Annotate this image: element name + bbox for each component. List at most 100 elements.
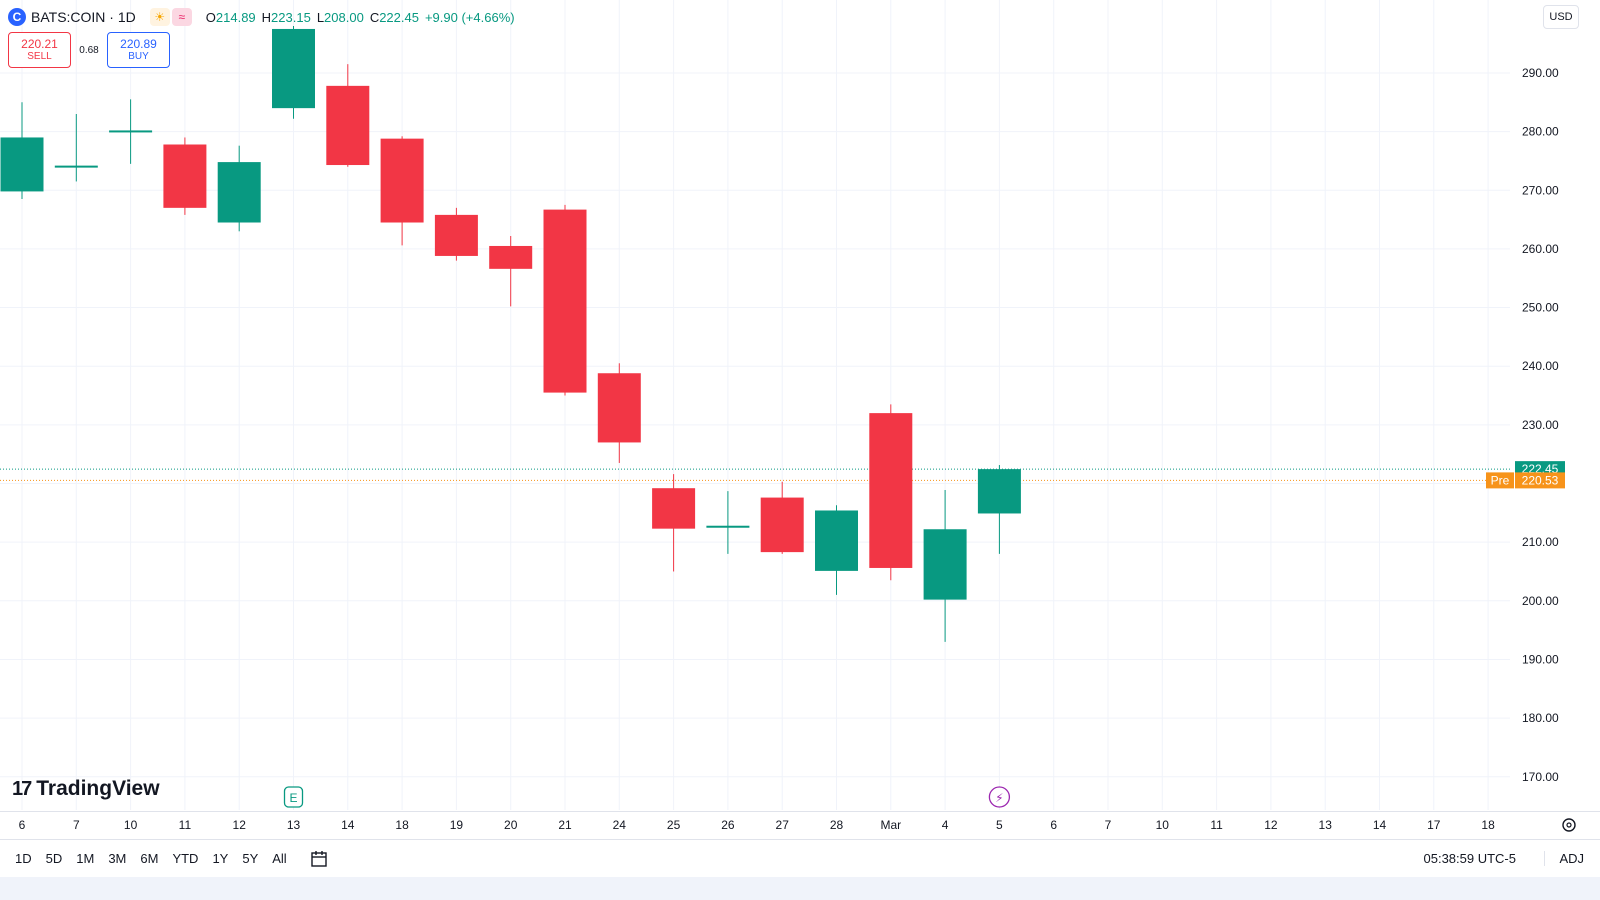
y-tick-label: 200.00 [1522, 594, 1559, 608]
range-5d[interactable]: 5D [45, 851, 63, 866]
candlestick-chart[interactable]: 170.00180.00190.00200.00210.00220.00230.… [0, 0, 1600, 840]
x-tick-label: 17 [1427, 818, 1441, 832]
premarket-price-label: 220.53 [1522, 473, 1559, 487]
candle[interactable] [706, 491, 750, 554]
x-tick-label: 18 [395, 818, 409, 832]
candle[interactable] [543, 204, 587, 396]
earnings-marker-icon[interactable]: E [283, 786, 304, 808]
trade-panel: 220.21 SELL 0.68 220.89 BUY [8, 32, 170, 68]
adj-toggle[interactable]: ADJ [1544, 851, 1584, 866]
y-tick-label: 250.00 [1522, 301, 1559, 315]
candle-body [706, 525, 750, 528]
candle[interactable] [923, 489, 967, 642]
earnings-label: E [289, 791, 297, 805]
range-5y[interactable]: 5Y [242, 851, 259, 866]
settings-gear-icon[interactable] [1562, 818, 1576, 832]
candle[interactable] [0, 102, 44, 200]
x-tick-label: 10 [124, 818, 138, 832]
x-tick-label: 13 [287, 818, 301, 832]
tradingview-logo[interactable]: 17 TradingView [12, 777, 160, 801]
range-3m[interactable]: 3M [108, 851, 127, 866]
candle-body [815, 510, 858, 571]
x-tick-label: 18 [1481, 818, 1495, 832]
y-tick-label: 180.00 [1522, 711, 1559, 725]
candle[interactable] [163, 137, 207, 215]
range-1d[interactable]: 1D [15, 851, 32, 866]
y-tick-label: 290.00 [1522, 66, 1559, 80]
candle[interactable] [815, 505, 858, 595]
y-tick-label: 170.00 [1522, 770, 1559, 784]
candle[interactable] [977, 465, 1021, 554]
buy-button[interactable]: 220.89 BUY [107, 32, 170, 68]
candle[interactable] [597, 363, 641, 463]
candle-body [543, 209, 587, 393]
candle[interactable] [489, 235, 533, 307]
range-all[interactable]: All [272, 851, 287, 866]
x-tick-label: 7 [73, 818, 80, 832]
y-tick-label: 240.00 [1522, 359, 1559, 373]
y-axis: 170.00180.00190.00200.00210.00220.00230.… [1486, 66, 1565, 784]
symbol-legend: C BATS:COIN · 1D ☀ ≈ O214.89 H223.15 L20… [8, 6, 521, 28]
x-tick-label: 26 [721, 818, 735, 832]
clock-timezone[interactable]: 05:38:59 UTC-5 [1423, 851, 1517, 866]
x-tick-label: 20 [504, 818, 518, 832]
symbol-title[interactable]: BATS:COIN · 1D [31, 9, 136, 25]
candle[interactable] [760, 481, 804, 554]
x-tick-label: 14 [341, 818, 355, 832]
ohlc-low: L208.00 [316, 9, 364, 25]
candle-body [54, 165, 98, 168]
y-tick-label: 190.00 [1522, 652, 1559, 666]
tv-logo-mark: 17 [12, 777, 32, 800]
x-tick-label: 6 [1050, 818, 1057, 832]
ohlc-high: H223.15 [261, 9, 311, 25]
sell-price: 220.21 [21, 37, 58, 51]
x-tick-label: 11 [179, 818, 192, 832]
dividend-marker-icon[interactable]: ⚡ [988, 786, 1011, 808]
coinbase-icon[interactable]: C [8, 8, 26, 26]
candle-body [869, 413, 913, 568]
premarket-label: Pre [1491, 473, 1510, 487]
candle[interactable] [380, 136, 424, 246]
buy-label: BUY [128, 51, 149, 62]
sell-button[interactable]: 220.21 SELL [8, 32, 71, 68]
candle-body [652, 488, 696, 529]
calendar-range-icon[interactable] [308, 849, 330, 869]
bottom-toolbar: 1D 5D 1M 3M 6M YTD 1Y 5Y All 05:38:59 UT… [0, 839, 1600, 877]
candle-body [0, 137, 44, 192]
candle[interactable] [652, 474, 696, 572]
gear-ring [1562, 818, 1576, 832]
premarket-badge [1486, 472, 1514, 489]
candle[interactable] [217, 145, 261, 232]
x-tick-label: 25 [667, 818, 681, 832]
event-markers: E ⚡ [283, 786, 1011, 808]
wave-icon[interactable]: ≈ [171, 8, 192, 26]
sun-icon[interactable]: ☀ [149, 8, 170, 26]
x-tick-label: 5 [996, 818, 1003, 832]
sell-label: SELL [27, 51, 52, 62]
candle-body [272, 28, 315, 109]
range-1y[interactable]: 1Y [212, 851, 229, 866]
range-ytd[interactable]: YTD [172, 851, 199, 866]
candle-body [217, 162, 261, 223]
x-tick-label: 6 [19, 818, 26, 832]
currency-selector[interactable]: USD [1543, 5, 1579, 29]
range-6m[interactable]: 6M [140, 851, 159, 866]
tv-logo-word: TradingView [36, 777, 160, 800]
candle[interactable] [109, 99, 153, 164]
candle[interactable] [272, 26, 315, 119]
candle[interactable] [54, 114, 98, 182]
buy-price: 220.89 [120, 37, 157, 51]
candle[interactable] [869, 404, 913, 581]
x-tick-label: 12 [233, 818, 247, 832]
dividend-label: ⚡ [995, 791, 1003, 805]
candle[interactable] [326, 64, 370, 167]
candle-body [380, 138, 424, 223]
x-tick-label: 10 [1156, 818, 1170, 832]
grid-lines [0, 0, 1510, 810]
x-tick-label: 7 [1105, 818, 1112, 832]
x-tick-label: 14 [1373, 818, 1387, 832]
candle[interactable] [434, 207, 478, 261]
range-1m[interactable]: 1M [76, 851, 95, 866]
price-lines [0, 468, 1510, 481]
